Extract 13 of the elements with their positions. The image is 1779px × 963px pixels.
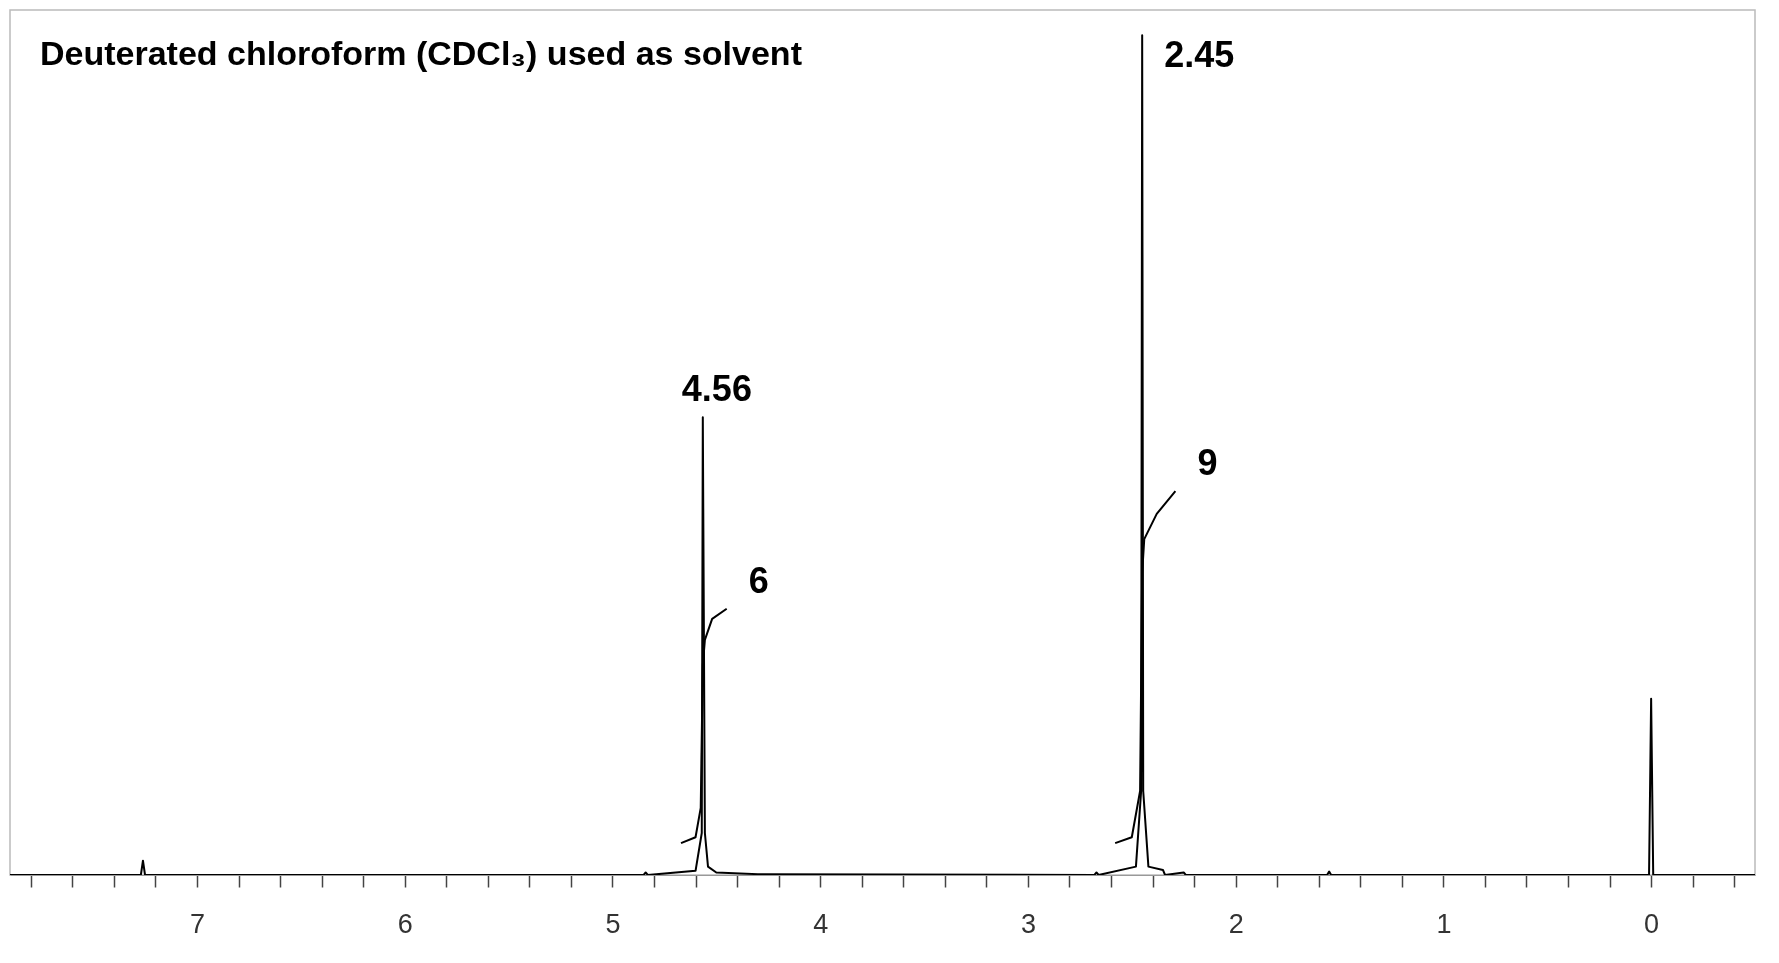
chart-title: Deuterated chloroform (CDCl₃) used as solvent (40, 34, 802, 72)
x-tick-label: 3 (1020, 908, 1036, 939)
x-tick-label: 7 (189, 908, 205, 939)
annotation: 2.45 (1164, 34, 1235, 76)
x-tick-label: 2 (1228, 908, 1244, 939)
annotation: 4.56 (681, 368, 752, 410)
x-tick-label: 0 (1644, 908, 1660, 939)
x-tick-label: 5 (605, 908, 621, 939)
x-tick-label: 6 (397, 908, 413, 939)
annotation: 9 (1197, 442, 1218, 484)
x-tick-label: 4 (813, 908, 829, 939)
x-tick-label: 1 (1436, 908, 1452, 939)
annotation: 6 (748, 559, 769, 601)
